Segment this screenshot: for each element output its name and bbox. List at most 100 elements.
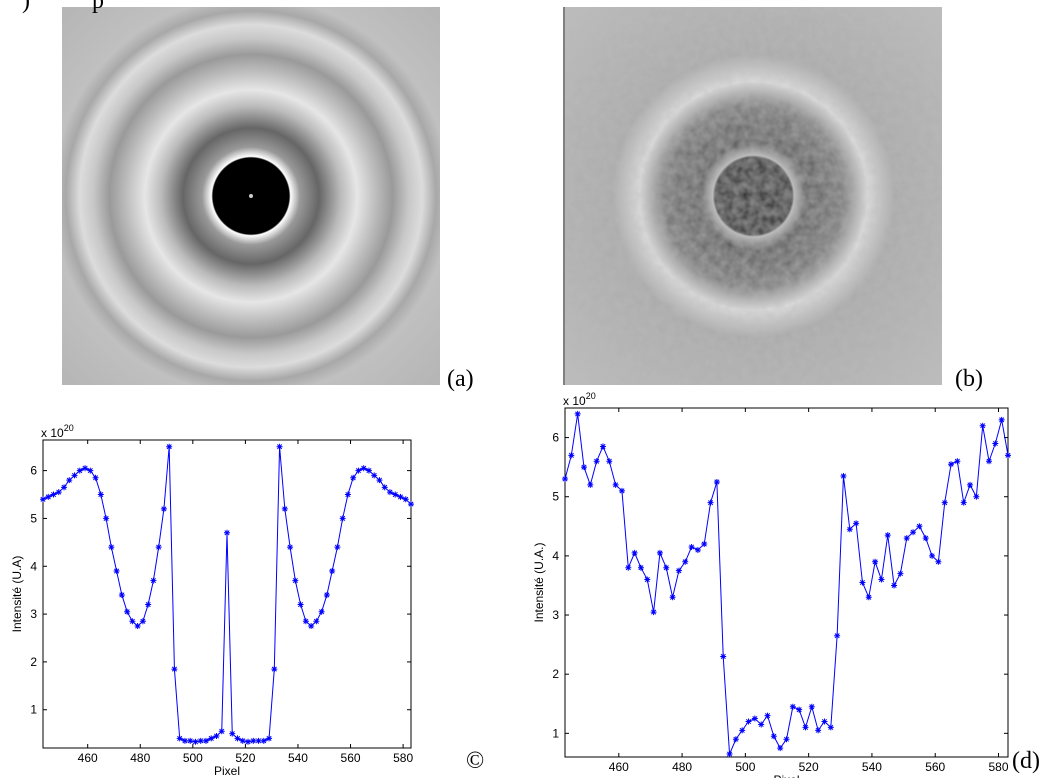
star-marker [878, 576, 885, 583]
star-marker [827, 724, 834, 731]
star-marker [97, 491, 104, 498]
star-marker [292, 577, 299, 584]
star-marker [229, 730, 236, 737]
star-marker [339, 515, 346, 522]
star-marker [986, 458, 993, 465]
star-marker [61, 484, 68, 491]
star-marker [408, 501, 414, 508]
star-marker [929, 552, 936, 559]
x-tick-label: 460 [609, 760, 629, 774]
star-marker [113, 568, 120, 575]
star-marker [245, 738, 252, 745]
star-marker [587, 481, 594, 488]
star-marker [134, 623, 141, 630]
star-marker [281, 505, 288, 512]
x-tick-label: 560 [341, 751, 361, 765]
star-marker [954, 458, 961, 465]
star-marker [213, 733, 220, 740]
y-tick-label: 5 [30, 511, 37, 525]
star-marker [218, 728, 225, 735]
star-marker [250, 737, 257, 744]
star-marker [160, 505, 167, 512]
star-marker [397, 493, 404, 500]
panel-label: (b) [955, 366, 983, 392]
star-marker [355, 467, 362, 474]
image-a-center [249, 194, 253, 198]
star-marker [376, 477, 383, 484]
star-marker [891, 582, 898, 589]
star-marker [916, 523, 923, 530]
star-marker [948, 461, 955, 468]
star-marker [593, 458, 600, 465]
star-marker [334, 544, 341, 551]
star-marker [625, 564, 632, 571]
star-marker [770, 733, 777, 740]
star-marker [720, 653, 727, 660]
x-axis-label: Pixel [214, 764, 240, 778]
y-tick-label: 1 [552, 726, 559, 740]
star-marker [853, 520, 860, 527]
fragment: p [92, 0, 104, 14]
star-marker [192, 738, 199, 745]
x-tick-label: 580 [393, 751, 413, 765]
star-marker [40, 496, 46, 503]
y-tick-label: 5 [552, 490, 559, 504]
star-marker [360, 465, 367, 472]
y-tick-label: 4 [30, 559, 37, 573]
x-tick-label: 500 [735, 760, 755, 774]
star-marker [82, 465, 89, 472]
star-marker [618, 487, 625, 494]
star-marker [815, 727, 822, 734]
x-tick-label: 520 [799, 760, 819, 774]
y-tick-label: 3 [30, 607, 37, 621]
star-marker [276, 443, 283, 450]
y-multiplier-exponent: 20 [64, 423, 74, 433]
x-tick-label: 480 [672, 760, 692, 774]
star-marker [344, 491, 351, 498]
star-marker [897, 570, 904, 577]
star-marker [840, 473, 847, 480]
y-tick-label: 4 [552, 549, 559, 563]
star-marker [176, 735, 183, 742]
star-marker [574, 410, 581, 417]
x-tick-label: 580 [988, 760, 1008, 774]
star-marker [181, 737, 188, 744]
x-tick-label: 480 [130, 751, 150, 765]
star-marker [350, 474, 357, 481]
star-marker [935, 558, 942, 565]
fragment: ) [22, 0, 30, 14]
panel-label: (d) [1012, 748, 1040, 774]
star-marker [208, 735, 215, 742]
star-marker [92, 474, 99, 481]
y-multiplier: x 1020 [563, 391, 596, 408]
x-tick-label: 500 [183, 751, 203, 765]
x-tick-label: 460 [78, 751, 98, 765]
star-marker [202, 737, 209, 744]
x-tick-label: 560 [925, 760, 945, 774]
star-marker [973, 493, 980, 500]
star-marker [821, 718, 828, 725]
star-marker [87, 467, 94, 474]
star-marker [694, 546, 701, 553]
star-marker [903, 535, 910, 542]
star-marker [669, 594, 676, 601]
star-marker [365, 467, 372, 474]
star-marker [562, 475, 568, 482]
star-marker [45, 493, 52, 500]
star-marker [108, 544, 115, 551]
star-marker [371, 472, 378, 479]
star-marker [802, 724, 809, 731]
star-marker [568, 452, 575, 459]
star-marker [739, 727, 746, 734]
plot-frame [564, 407, 1009, 758]
star-marker [224, 529, 230, 536]
x-tick-label: 520 [235, 751, 255, 765]
star-marker [865, 594, 872, 601]
star-marker [998, 416, 1005, 423]
y-tick-label: 6 [30, 464, 37, 478]
star-marker [859, 579, 866, 586]
x-tick-label: 540 [862, 760, 882, 774]
star-marker [55, 489, 62, 496]
y-tick-label: 3 [552, 608, 559, 622]
